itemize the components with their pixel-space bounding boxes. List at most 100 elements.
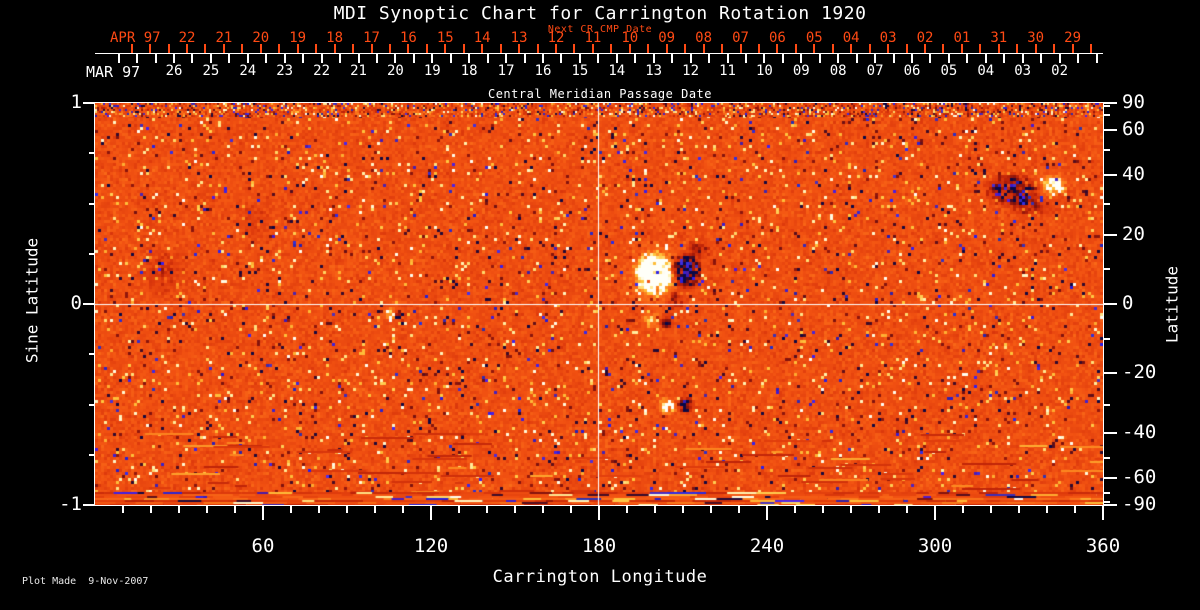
- cmp-date-tick: [855, 54, 858, 63]
- x-minor-tick: [738, 506, 740, 513]
- cmp-date-tick: [339, 54, 342, 63]
- y-right-tick-label: 40: [1122, 162, 1145, 185]
- next-cr-date-tick: [204, 44, 207, 53]
- y-left-minor-tick: [89, 353, 95, 356]
- cmp-date-label: 21: [350, 63, 367, 79]
- next-cr-date-label: 21: [215, 30, 233, 46]
- next-cr-date-tick: [222, 44, 225, 53]
- next-cr-date-label: 17: [363, 30, 380, 46]
- x-tick-label: 240: [749, 535, 785, 557]
- x-minor-tick: [458, 506, 460, 513]
- x-minor-tick: [290, 506, 292, 513]
- next-cr-date-tick: [776, 44, 779, 53]
- cmp-date-tick: [597, 54, 600, 63]
- cmp-date-tick: [1040, 54, 1043, 63]
- x-minor-tick: [122, 506, 124, 513]
- y-right-major-tick: [1104, 173, 1117, 176]
- plot-made-note: Plot Made 9-Nov-2007: [22, 576, 149, 587]
- cmp-date-label: 11: [719, 63, 736, 79]
- x-tick-label: 120: [413, 535, 449, 557]
- cmp-date-tick: [781, 54, 784, 63]
- cmp-date-tick: [468, 54, 471, 63]
- cmp-date-tick: [542, 54, 544, 63]
- cmp-date-label: 22: [313, 63, 331, 79]
- next-cr-date-tick: [1090, 44, 1093, 53]
- x-minor-tick: [906, 506, 908, 513]
- y-left-major-tick: [83, 102, 95, 104]
- cmp-date-tick: [763, 54, 766, 63]
- cmp-date-tick: [1095, 54, 1098, 63]
- cmp-date-tick: [154, 54, 157, 63]
- next-cr-date-tick: [130, 44, 133, 53]
- next-cr-date-label: 03: [879, 30, 897, 46]
- cmp-date-tick: [708, 54, 711, 63]
- next-cr-date-tick: [186, 44, 188, 53]
- cmp-date-tick: [375, 54, 378, 63]
- x-minor-tick: [962, 506, 964, 513]
- x-major-tick: [766, 506, 768, 520]
- x-minor-tick: [1018, 506, 1020, 513]
- cmp-date-tick: [615, 54, 618, 63]
- cmp-date-label: 14: [608, 63, 626, 79]
- y-left-tick-label: -1: [59, 493, 82, 515]
- cmp-date-tick: [818, 54, 821, 63]
- x-minor-tick: [514, 506, 516, 513]
- y-left-minor-tick: [89, 403, 95, 406]
- x-major-tick: [1102, 506, 1104, 520]
- next-cr-date-label: 20: [252, 30, 270, 46]
- next-cr-date-label: 02: [916, 30, 934, 46]
- y-right-minor-tick: [1104, 202, 1110, 205]
- y-left-minor-tick: [89, 453, 95, 456]
- cmp-date-tick: [1021, 54, 1024, 63]
- cmp-date-tick: [173, 54, 175, 63]
- x-axis-title: Carrington Longitude: [492, 567, 708, 587]
- y-right-tick-label: 60: [1122, 117, 1145, 140]
- cmp-date-label: 13: [645, 63, 663, 79]
- x-major-tick: [430, 506, 432, 520]
- chart-title: MDI Synoptic Chart for Carrington Rotati…: [333, 3, 867, 24]
- cmp-date-label: 15: [571, 63, 589, 79]
- current-month-label: MAR 97: [86, 63, 141, 81]
- next-cr-date-label: 08: [695, 30, 713, 46]
- y-right-major-tick: [1104, 234, 1117, 237]
- cmp-date-tick: [947, 54, 950, 63]
- cmp-date-label: 18: [460, 63, 478, 79]
- cmp-date-tick: [191, 54, 194, 63]
- cmp-date-tick: [117, 54, 120, 63]
- next-cr-date-tick: [518, 44, 521, 53]
- next-cr-date-tick: [979, 44, 982, 53]
- cmp-date-tick: [431, 54, 434, 63]
- x-minor-tick: [318, 506, 320, 513]
- cmp-date-label: 09: [792, 63, 810, 79]
- next-cr-date-label: 16: [399, 30, 417, 46]
- cmp-date-tick: [265, 54, 268, 63]
- cmp-date-label: 07: [866, 63, 884, 79]
- cmp-date-label: 20: [386, 63, 404, 79]
- next-cr-cmp-date-label: Next CR CMP Date: [547, 24, 653, 35]
- next-cr-date-tick: [499, 44, 502, 53]
- next-cr-date-tick: [462, 44, 465, 53]
- next-cr-date-tick: [684, 44, 687, 53]
- cmp-date-tick: [228, 54, 231, 63]
- cmp-date-tick: [136, 54, 139, 63]
- cmp-date-tick: [246, 54, 249, 63]
- next-cr-date-tick: [850, 44, 853, 53]
- y-right-tick-label: 90: [1122, 91, 1145, 113]
- next-cr-date-tick: [702, 44, 705, 53]
- cmp-date-tick: [394, 54, 397, 63]
- y-right-major-tick: [1104, 371, 1117, 374]
- x-tick-label: 300: [917, 535, 953, 557]
- x-minor-tick: [150, 506, 152, 513]
- cmp-date-tick: [929, 54, 932, 63]
- cmp-date-label: 03: [1014, 63, 1032, 79]
- next-cr-date-label: 18: [326, 30, 344, 46]
- next-cr-date-tick: [167, 44, 170, 53]
- next-cr-date-tick: [241, 44, 244, 53]
- next-cr-date-tick: [425, 44, 428, 53]
- x-minor-tick: [234, 506, 236, 513]
- x-minor-tick: [346, 506, 348, 513]
- cmp-date-label: 10: [755, 63, 773, 79]
- y-right-major-tick: [1104, 432, 1117, 435]
- cmp-date-tick: [671, 54, 674, 63]
- x-tick-label: 180: [581, 535, 617, 557]
